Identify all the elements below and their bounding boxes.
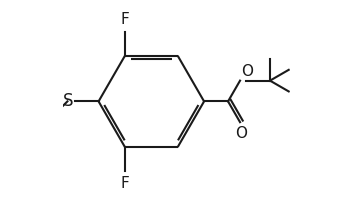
Text: F: F [121,12,129,27]
Text: F: F [121,176,129,191]
Text: O: O [241,64,253,79]
Text: O: O [235,126,247,141]
Text: S: S [63,92,73,110]
